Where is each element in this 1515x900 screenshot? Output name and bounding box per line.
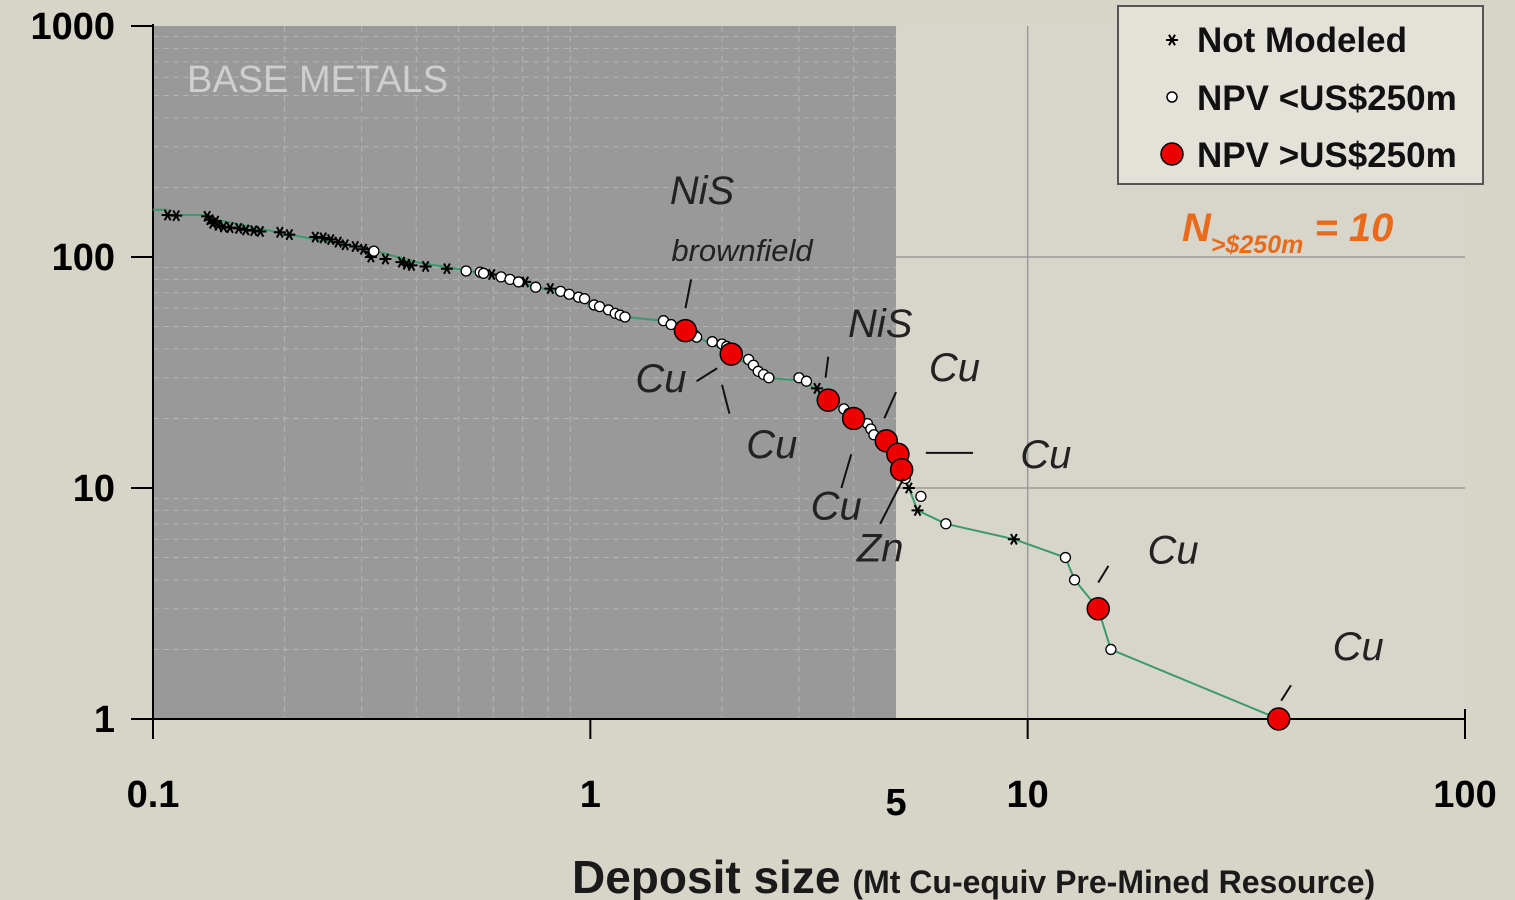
annotation-tick	[840, 453, 853, 489]
annotation-tick	[696, 367, 718, 383]
region-label: BASE METALS	[187, 59, 448, 101]
annotation-tick	[1280, 684, 1292, 702]
annotation-tick	[684, 279, 693, 309]
count-label-suffix: = 10	[1303, 206, 1393, 250]
x-axis-title-sub: (Mt Cu-equiv Pre-Mined Resource)	[852, 864, 1375, 900]
point-not-modeled	[911, 504, 924, 517]
point-not-modeled	[254, 225, 267, 238]
legend-label-npv-high: NPV >US$250m	[1197, 136, 1457, 175]
point-not-modeled	[349, 240, 362, 253]
legend-label-npv-low: NPV <US$250m	[1197, 79, 1457, 118]
point-npv-high	[719, 342, 744, 366]
legend-marker-star	[1166, 34, 1178, 46]
annotation-tick	[1097, 565, 1110, 583]
shaded-region-rect	[153, 26, 897, 719]
point-npv-high	[816, 388, 841, 412]
tick-labels: 1 10 100 1000 0.1 1 10 100 5	[30, 6, 1496, 824]
point-not-modeled	[379, 253, 392, 265]
point-npv-low	[619, 311, 631, 323]
annotation-label: Cu	[1147, 529, 1198, 573]
annotation-tick	[879, 477, 905, 525]
point-npv-low	[530, 281, 542, 293]
legend-marker-small-circle	[1166, 91, 1178, 103]
x-axis-title-main: Deposit size	[572, 851, 840, 900]
point-not-modeled	[440, 262, 453, 275]
point-not-modeled	[902, 482, 915, 494]
point-npv-low	[800, 375, 813, 387]
point-npv-low	[1059, 551, 1072, 564]
annotation-label: Cu	[811, 485, 862, 529]
annotation-tick	[721, 384, 731, 414]
point-npv-high	[1086, 597, 1110, 621]
point-not-modeled	[405, 259, 418, 272]
y-tick-label: 10	[73, 468, 115, 510]
point-not-modeled	[419, 260, 432, 273]
point-npv-low	[915, 490, 927, 503]
point-not-modeled	[232, 222, 245, 235]
point-npv-high	[889, 457, 914, 482]
legend: Not Modeled NPV <US$250m NPV >US$250m	[1117, 5, 1484, 185]
annotation-label: NiS	[848, 302, 913, 346]
point-npv-high	[841, 406, 866, 431]
count-label: N>$250m = 10	[1182, 206, 1393, 259]
point-npv-low	[763, 372, 775, 384]
annotation-tick	[883, 391, 897, 419]
annotation-label: Cu	[1020, 433, 1071, 477]
y-tick-label: 100	[52, 237, 115, 279]
x-tick-label: 1	[580, 774, 601, 816]
annotation-tick	[824, 356, 830, 378]
annotation-label: Cu	[746, 423, 797, 467]
point-npv-low	[477, 267, 490, 279]
point-not-modeled	[283, 228, 296, 241]
point-npv-low	[512, 276, 525, 288]
y-tick-label: 1	[94, 699, 115, 741]
point-not-modeled	[317, 232, 330, 244]
point-not-modeled	[339, 239, 352, 251]
point-npv-low	[460, 265, 472, 277]
legend-marker-large-circle	[1160, 142, 1184, 166]
point-npv-high	[1266, 707, 1291, 731]
count-label-prefix: N	[1182, 206, 1212, 250]
y-tick-label: 1000	[30, 6, 115, 48]
threshold-label: 5	[885, 782, 906, 824]
point-npv-low	[368, 245, 380, 257]
point-npv-low	[1105, 643, 1117, 656]
point-not-modeled	[273, 226, 286, 238]
annotation-label: Zn	[856, 527, 904, 571]
annotation-label: NiS	[670, 169, 735, 213]
annotation-sublabel: brownfield	[671, 233, 814, 268]
base-metals-region	[153, 26, 897, 719]
point-npv-high	[673, 318, 698, 343]
x-tick-label: 100	[1433, 774, 1496, 816]
axes	[131, 24, 1466, 739]
point-npv-low	[940, 518, 952, 530]
legend-label-not-modeled: Not Modeled	[1197, 21, 1407, 60]
point-not-modeled	[1007, 533, 1020, 545]
annotation-label: Cu	[929, 346, 980, 390]
point-not-modeled	[811, 382, 824, 395]
annotation-label: Cu	[635, 357, 686, 401]
count-label-subscript: >$250m	[1211, 231, 1303, 259]
annotation-label: Cu	[1333, 625, 1384, 669]
point-npv-low	[563, 288, 575, 300]
point-npv-low	[1068, 574, 1081, 586]
point-not-modeled	[544, 282, 557, 295]
series-markers	[161, 209, 1291, 731]
point-npv-low	[706, 336, 718, 348]
point-not-modeled	[170, 209, 183, 222]
point-npv-low	[578, 293, 591, 305]
x-axis-title: Deposit size (Mt Cu-equiv Pre-Mined Resou…	[572, 851, 1375, 900]
x-tick-label: 0.1	[127, 774, 180, 816]
x-tick-label: 10	[1007, 774, 1049, 816]
